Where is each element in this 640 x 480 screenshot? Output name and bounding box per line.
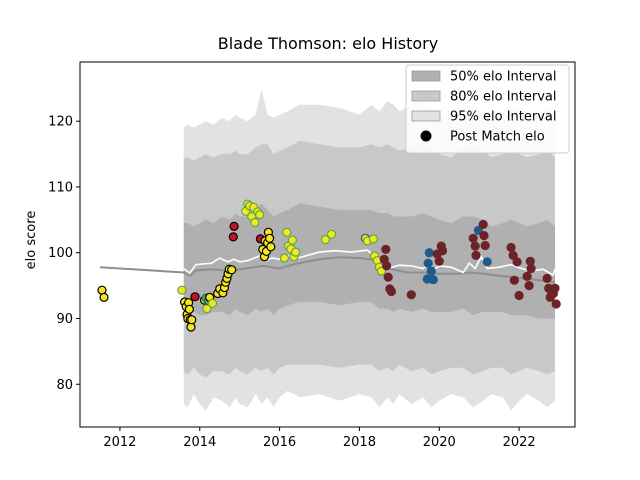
plot-area	[97, 89, 561, 411]
post-match-elo-point-102	[551, 299, 561, 309]
post-match-elo-point-95	[526, 263, 536, 274]
post-match-elo-point-71	[423, 258, 433, 268]
post-match-elo-point-73	[426, 266, 436, 276]
post-match-elo-point-78	[437, 246, 448, 256]
post-match-elo-point-51	[287, 235, 297, 245]
post-match-elo-point-58	[368, 234, 378, 244]
x-tick-label-2018: 2018	[343, 435, 376, 450]
post-match-elo-point-90	[512, 257, 522, 267]
post-match-elo-point-91	[514, 290, 524, 301]
post-match-elo-point-45	[265, 233, 275, 243]
post-match-elo-point-76	[434, 256, 444, 266]
post-match-elo-point-93	[524, 281, 534, 291]
post-match-elo-point-48	[282, 227, 292, 237]
post-match-elo-point-1	[99, 292, 109, 302]
post-match-elo-point-84	[479, 231, 489, 241]
legend-swatch-0	[411, 70, 441, 82]
x-tick-label-2012: 2012	[103, 435, 136, 450]
legend-label-1: 80% elo Interval	[450, 90, 557, 105]
post-match-elo-point-92	[522, 271, 532, 281]
post-match-elo-point-85	[480, 240, 490, 251]
post-match-elo-point-27	[227, 265, 237, 275]
post-match-elo-point-18	[207, 298, 218, 308]
y-axis-label: elo score	[24, 211, 39, 270]
post-match-elo-point-64	[381, 244, 391, 254]
band-50-interval	[183, 203, 556, 319]
x-tick-label-2020: 2020	[423, 435, 456, 450]
x-tick-label-2016: 2016	[263, 435, 296, 450]
post-match-elo-point-11	[187, 315, 197, 325]
post-match-elo-point-74	[428, 275, 438, 285]
post-match-elo-point-12	[190, 292, 200, 302]
post-match-elo-point-89	[509, 275, 519, 285]
legend-label-0: 50% elo Interval	[450, 70, 557, 85]
post-match-elo-point-96	[542, 273, 552, 283]
post-match-elo-point-65	[382, 261, 392, 271]
legend-swatch-1	[411, 90, 441, 102]
post-match-elo-point-82	[473, 225, 483, 235]
y-tick-label-100: 100	[48, 246, 73, 261]
post-match-elo-point-80	[470, 241, 480, 251]
post-match-elo-point-81	[471, 250, 481, 260]
post-match-elo-point-29	[229, 221, 239, 231]
y-tick-label-80: 80	[56, 378, 73, 393]
post-match-elo-point-86	[482, 257, 492, 267]
post-match-elo-point-47	[279, 253, 289, 263]
post-match-elo-point-87	[506, 242, 516, 253]
axes-frame	[79, 61, 576, 428]
post-match-elo-point-72	[424, 248, 434, 258]
legend-box	[405, 64, 570, 154]
legend-marker-3	[420, 130, 432, 142]
post-match-elo-point-88	[508, 250, 518, 260]
y-tick-label-120: 120	[48, 115, 73, 130]
post-match-elo-point-55	[326, 229, 337, 239]
post-match-elo-point-101	[550, 283, 560, 293]
y-tick-label-110: 110	[48, 180, 73, 195]
legend-label-2: 95% elo Interval	[450, 110, 557, 125]
post-match-elo-point-37	[255, 210, 265, 220]
post-match-elo-point-46	[266, 242, 276, 252]
chart-title: Blade Thomson: elo History	[218, 34, 438, 53]
axes: 2012 2014 2016 2018 2020 2022 80 90 100 110 120	[48, 61, 576, 450]
y-tick-label-90: 90	[56, 312, 73, 327]
post-match-elo-point-8	[184, 304, 194, 314]
legend-label-3: Post Match elo	[450, 130, 545, 145]
post-match-elo-point-69	[406, 290, 416, 300]
post-match-elo-point-68	[386, 286, 396, 297]
post-match-elo-point-53	[291, 247, 301, 257]
post-match-elo-point-66	[383, 272, 393, 282]
post-match-elo-point-79	[468, 233, 478, 243]
plot-inner	[97, 89, 561, 411]
post-match-elo-point-28	[228, 232, 238, 242]
median-elo-line	[99, 256, 556, 284]
legend-swatch-2	[411, 110, 441, 122]
post-match-elo-point-35	[250, 217, 260, 228]
x-tick-label-2014: 2014	[183, 435, 216, 450]
post-match-elo-point-83	[478, 219, 488, 229]
post-match-elo-point-2	[177, 285, 187, 295]
post-match-elo-point-54	[320, 235, 331, 245]
legend: 50% elo Interval 80% elo Interval 95% elo …	[405, 64, 570, 154]
x-tick-label-2022: 2022	[503, 435, 536, 450]
